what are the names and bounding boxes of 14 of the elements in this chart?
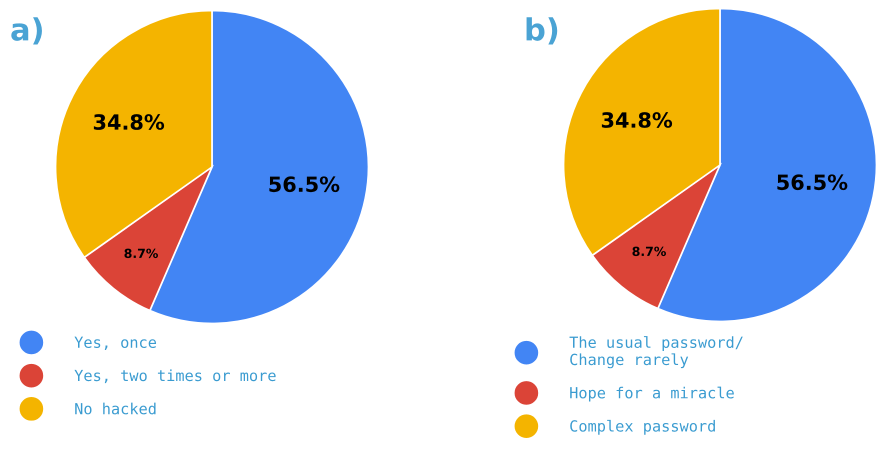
data-label: 8.7% <box>632 246 666 256</box>
legend-label: Complex password <box>570 420 715 435</box>
chart-title: b) <box>526 17 558 44</box>
data-label: 56.5% <box>269 176 340 192</box>
data-label: 8.7% <box>124 248 158 258</box>
legend-label: Yes, once <box>74 336 156 350</box>
chart-title: a) <box>11 17 42 44</box>
legend-label: The usual password/ Change rarely <box>570 336 743 368</box>
data-label: 56.5% <box>777 174 848 190</box>
data-label: 34.8% <box>94 114 164 130</box>
legend-label: Hope for a miracle <box>570 386 734 402</box>
legend-label: No hacked <box>75 402 156 414</box>
data-label: 34.8% <box>602 112 672 128</box>
legend-label: Yes, two times or more <box>74 369 276 384</box>
